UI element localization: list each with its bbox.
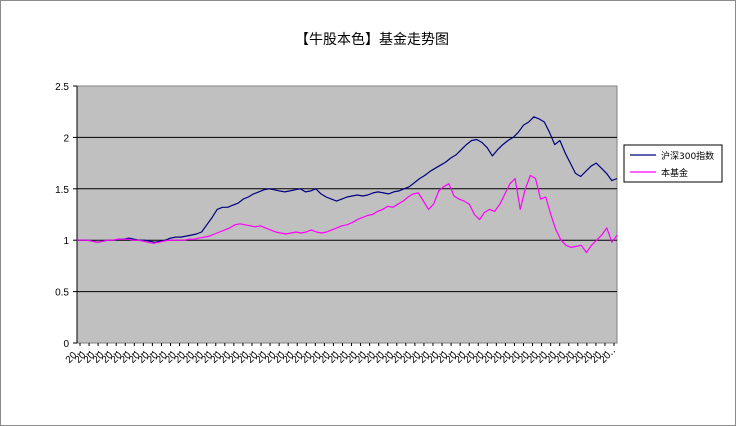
y-tick-label: 0.5 — [55, 288, 69, 299]
legend-label-fund: 本基金 — [661, 167, 688, 179]
chart-title: 【牛股本色】基金走势图 — [295, 31, 449, 48]
plot-area — [76, 85, 618, 344]
series-line-hs300 — [77, 116, 618, 243]
y-tick-label: 0 — [63, 339, 69, 350]
legend: 沪深300指数 本基金 — [623, 144, 723, 183]
legend-label-hs300: 沪深300指数 — [661, 150, 714, 162]
series-lines — [77, 116, 618, 254]
y-tick-label: 1.5 — [55, 185, 69, 196]
y-tick-label: 1 — [63, 236, 69, 247]
y-axis: 0 0.5 1 1.5 2 2.5 — [55, 82, 78, 350]
series-line-fund — [77, 174, 618, 254]
legend-box — [623, 144, 723, 183]
x-axis: 20‥20‥20‥20‥20‥20‥20‥20‥20‥20‥20‥20‥20‥2… — [64, 343, 618, 366]
y-tick-label: 2.5 — [55, 82, 69, 93]
y-tick-label: 2 — [63, 133, 69, 144]
